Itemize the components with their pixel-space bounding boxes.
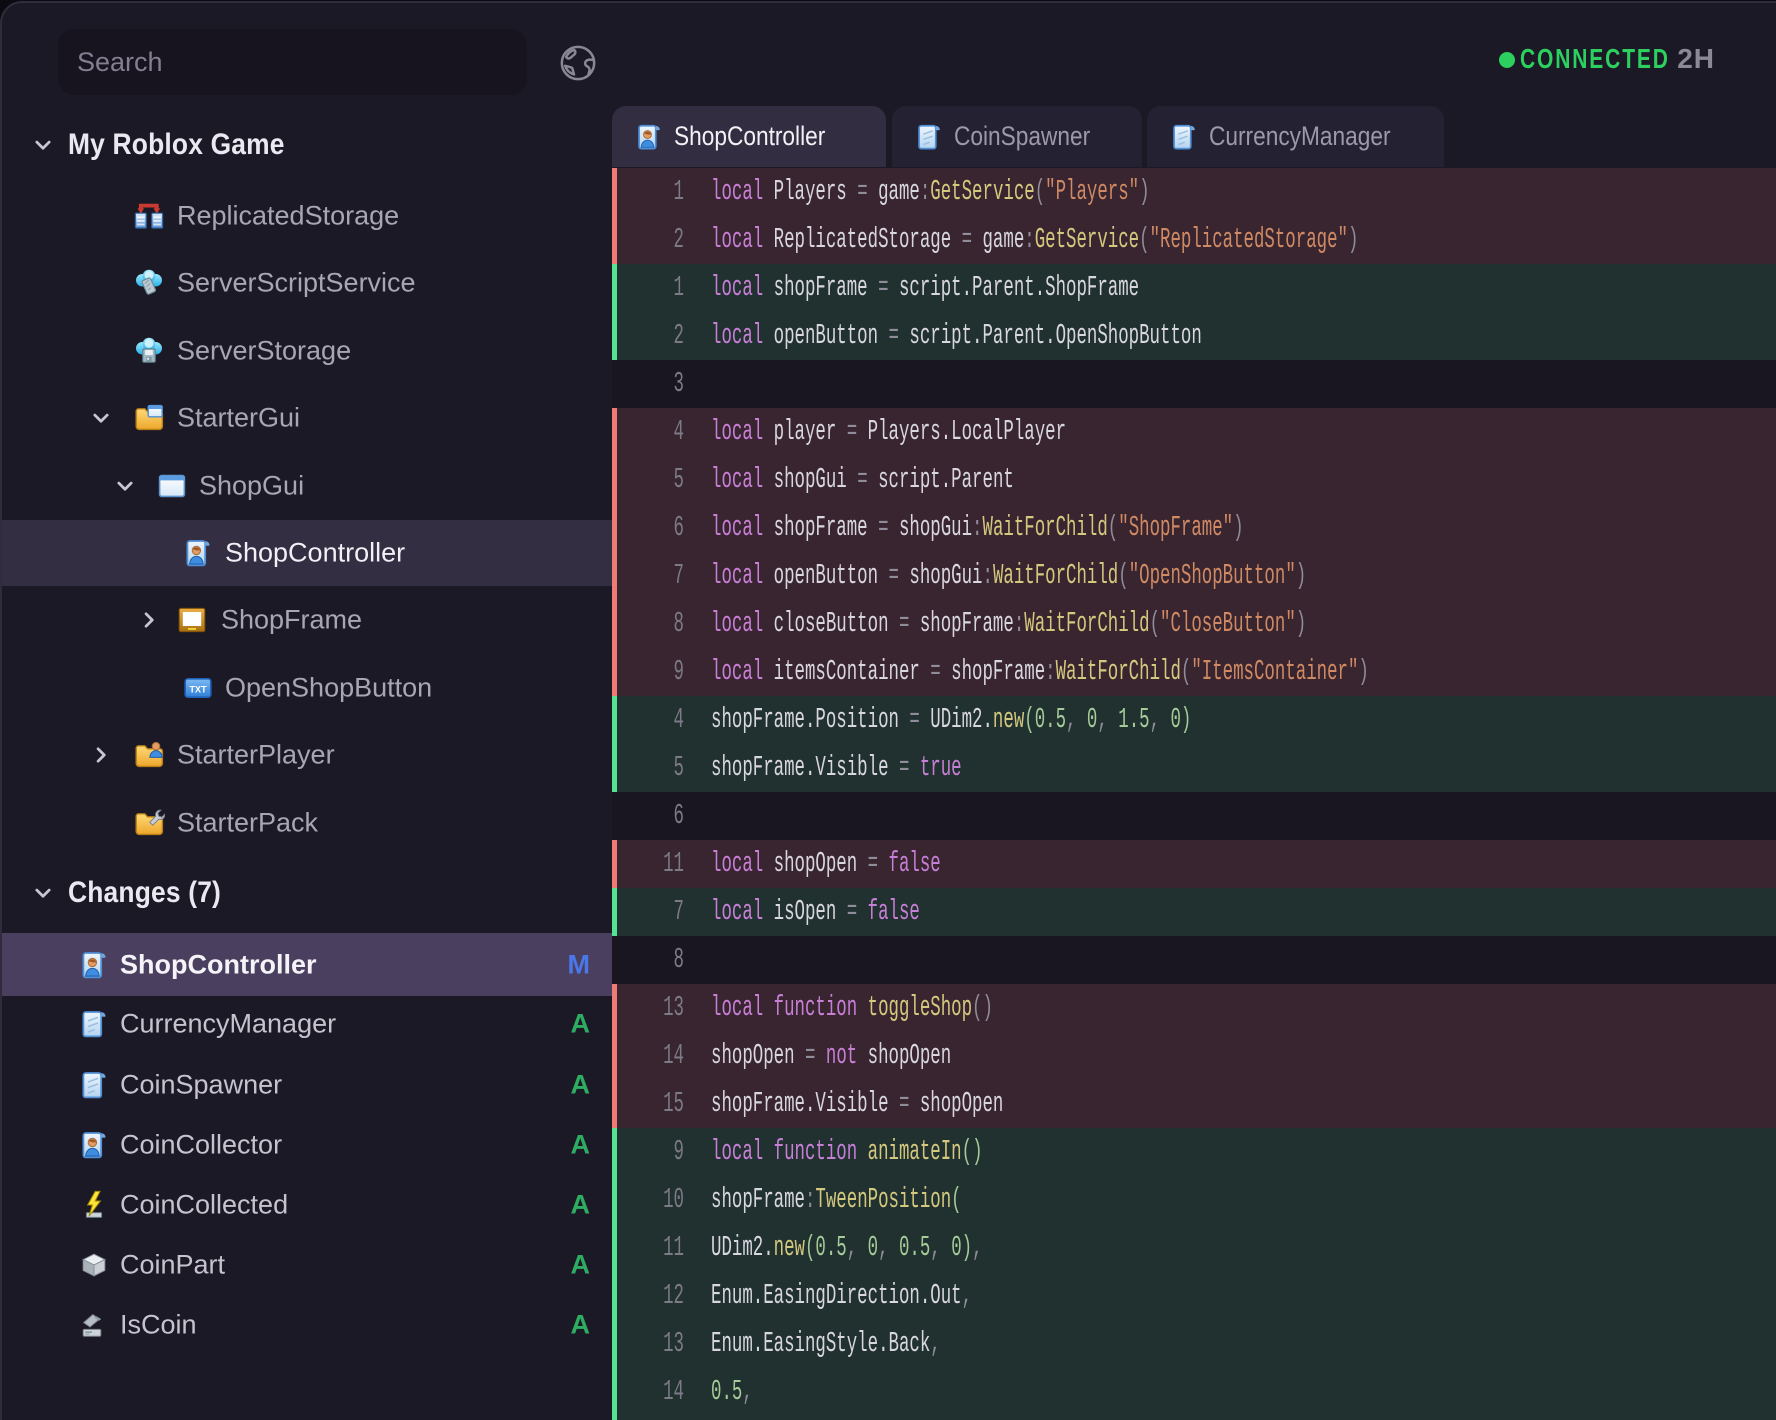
svg-text:TXT: TXT (189, 685, 207, 695)
